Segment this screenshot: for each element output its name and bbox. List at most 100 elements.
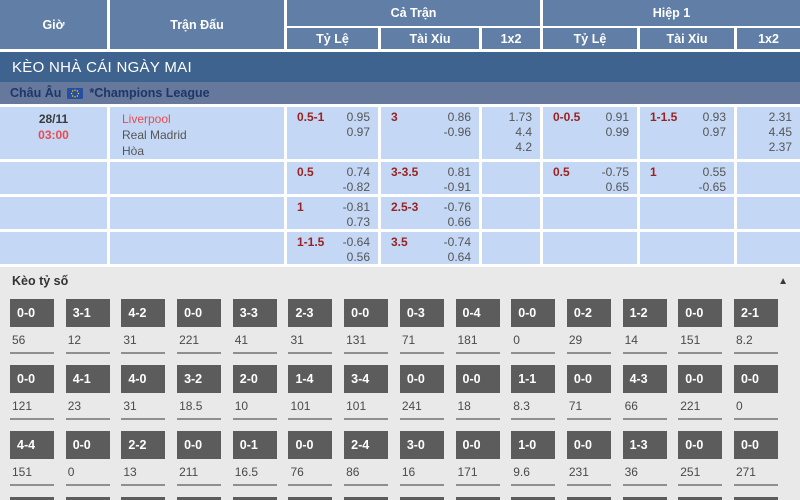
odds-value[interactable]: 0.86 xyxy=(447,110,471,124)
odds-value[interactable]: 0.65 xyxy=(605,180,629,194)
odds-value[interactable]: 0.73 xyxy=(346,215,370,229)
ft-overunder-cell[interactable]: 3 0.86 -0.96 xyxy=(381,107,479,159)
score-badge[interactable]: 0-1 xyxy=(232,431,277,459)
score-badge[interactable]: 2-0 xyxy=(232,365,277,393)
score-badge[interactable]: 0-0 xyxy=(10,365,54,393)
score-badge[interactable] xyxy=(455,497,500,500)
score-badge[interactable]: 0-0 xyxy=(733,431,778,459)
h1-overunder-cell[interactable]: 1-1.5 0.93 0.97 xyxy=(640,107,734,159)
ft-overunder-cell[interactable]: 3-3.5 0.81 -0.91 xyxy=(381,162,479,194)
score-badge[interactable] xyxy=(511,497,556,500)
odds-value[interactable]: 4.2 xyxy=(515,140,532,154)
ft-overunder-cell[interactable]: 3.5 -0.74 0.64 xyxy=(381,232,479,264)
score-badge[interactable] xyxy=(121,497,166,500)
score-badge[interactable]: 1-4 xyxy=(288,365,333,393)
score-badge[interactable] xyxy=(399,497,444,500)
score-badge[interactable]: 0-4 xyxy=(455,299,500,327)
odds-value[interactable]: 0.95 xyxy=(346,110,370,124)
score-badge[interactable]: 0-0 xyxy=(678,431,723,459)
score-badge[interactable]: 2-1 xyxy=(733,299,778,327)
score-badge[interactable]: 0-0 xyxy=(288,431,333,459)
odds-value[interactable]: 0.97 xyxy=(346,125,370,139)
score-badge[interactable]: 4-0 xyxy=(121,365,166,393)
odds-value[interactable]: 0.74 xyxy=(346,165,370,179)
score-badge[interactable]: 4-4 xyxy=(10,431,54,459)
odds-value[interactable]: -0.75 xyxy=(601,165,629,179)
score-badge[interactable]: 0-3 xyxy=(399,299,444,327)
score-badge[interactable]: 0-0 xyxy=(511,299,556,327)
odds-value[interactable]: 2.31 xyxy=(768,110,792,124)
score-badge[interactable]: 2-3 xyxy=(288,299,333,327)
score-badge[interactable] xyxy=(344,497,389,500)
score-badge[interactable]: 0-0 xyxy=(733,365,778,393)
ft-handicap-cell[interactable]: 1-1.5 -0.64 0.56 xyxy=(287,232,378,264)
odds-value[interactable]: 0.93 xyxy=(702,110,726,124)
score-badge[interactable] xyxy=(65,497,110,500)
score-badge[interactable]: 0-0 xyxy=(177,299,222,327)
score-badge[interactable]: 3-2 xyxy=(177,365,222,393)
away-team-link[interactable]: Real Madrid xyxy=(122,128,187,142)
score-badge[interactable]: 0-0 xyxy=(678,365,723,393)
ft-handicap-cell[interactable]: 1 -0.81 0.73 xyxy=(287,197,378,229)
score-badge[interactable]: 2-2 xyxy=(121,431,166,459)
score-badge[interactable]: 1-0 xyxy=(511,431,556,459)
score-badge[interactable]: 0-0 xyxy=(455,431,500,459)
league-row[interactable]: Châu Âu *Champions League xyxy=(0,82,800,104)
score-badge[interactable] xyxy=(288,497,333,500)
score-badge[interactable]: 4-1 xyxy=(65,365,110,393)
odds-value[interactable]: -0.82 xyxy=(342,180,370,194)
score-badge[interactable]: 1-2 xyxy=(622,299,667,327)
score-badge[interactable] xyxy=(733,497,778,500)
odds-value[interactable]: 2.37 xyxy=(768,140,792,154)
score-badge[interactable]: 3-1 xyxy=(65,299,110,327)
score-badge[interactable] xyxy=(177,497,222,500)
odds-value[interactable]: 0.64 xyxy=(447,250,471,264)
ft-1x2-cell[interactable]: 1.73 4.4 4.2 xyxy=(482,107,540,159)
score-badge[interactable]: 0-0 xyxy=(566,365,611,393)
score-badge[interactable]: 4-2 xyxy=(121,299,166,327)
collapse-triangle-icon[interactable]: ▲ xyxy=(778,275,788,287)
ft-overunder-cell[interactable]: 2.5-3 -0.76 0.66 xyxy=(381,197,479,229)
score-badge[interactable]: 0-2 xyxy=(566,299,611,327)
odds-value[interactable]: -0.76 xyxy=(443,200,471,214)
odds-value[interactable]: 0.97 xyxy=(702,125,726,139)
score-badge[interactable]: 0-0 xyxy=(678,299,723,327)
score-badge[interactable]: 0-0 xyxy=(566,431,611,459)
h1-overunder-cell[interactable]: 1 0.55 -0.65 xyxy=(640,162,734,194)
ft-handicap-cell[interactable]: 0.5 0.74 -0.82 xyxy=(287,162,378,194)
score-badge[interactable]: 0-0 xyxy=(344,299,389,327)
h1-handicap-cell[interactable]: 0-0.5 0.91 0.99 xyxy=(543,107,637,159)
score-badge[interactable]: 0-0 xyxy=(399,365,444,393)
score-badge[interactable]: 1-1 xyxy=(511,365,556,393)
score-badge[interactable] xyxy=(566,497,611,500)
home-team-link[interactable]: Liverpool xyxy=(122,112,171,126)
h1-handicap-cell[interactable]: 0.5 -0.75 0.65 xyxy=(543,162,637,194)
odds-value[interactable]: 4.45 xyxy=(768,125,792,139)
score-badge[interactable] xyxy=(678,497,723,500)
odds-value[interactable]: 4.4 xyxy=(515,125,532,139)
odds-value[interactable]: -0.65 xyxy=(698,180,726,194)
score-badge[interactable]: 3-3 xyxy=(232,299,277,327)
odds-value[interactable]: 0.91 xyxy=(605,110,629,124)
h1-1x2-cell[interactable]: 2.31 4.45 2.37 xyxy=(737,107,800,159)
score-badge[interactable]: 0-0 xyxy=(10,299,54,327)
score-badge[interactable] xyxy=(232,497,277,500)
odds-value[interactable]: -0.64 xyxy=(342,235,370,249)
score-badge[interactable]: 1-3 xyxy=(622,431,667,459)
odds-value[interactable]: -0.81 xyxy=(342,200,370,214)
odds-value[interactable]: -0.91 xyxy=(443,180,471,194)
score-badge[interactable]: 0-0 xyxy=(177,431,222,459)
odds-value[interactable]: 0.81 xyxy=(447,165,471,179)
odds-value[interactable]: 0.99 xyxy=(605,125,629,139)
odds-value[interactable]: -0.74 xyxy=(443,235,471,249)
score-badge[interactable] xyxy=(622,497,667,500)
score-badge[interactable]: 3-0 xyxy=(399,431,444,459)
score-badge[interactable]: 2-4 xyxy=(344,431,389,459)
score-badge[interactable]: 3-4 xyxy=(344,365,389,393)
odds-value[interactable]: 0.55 xyxy=(702,165,726,179)
score-badge[interactable]: 0-0 xyxy=(455,365,500,393)
score-badge[interactable] xyxy=(10,497,54,500)
ft-handicap-cell[interactable]: 0.5-1 0.95 0.97 xyxy=(287,107,378,159)
score-badge[interactable]: 0-0 xyxy=(65,431,110,459)
odds-value[interactable]: 1.73 xyxy=(508,110,532,124)
